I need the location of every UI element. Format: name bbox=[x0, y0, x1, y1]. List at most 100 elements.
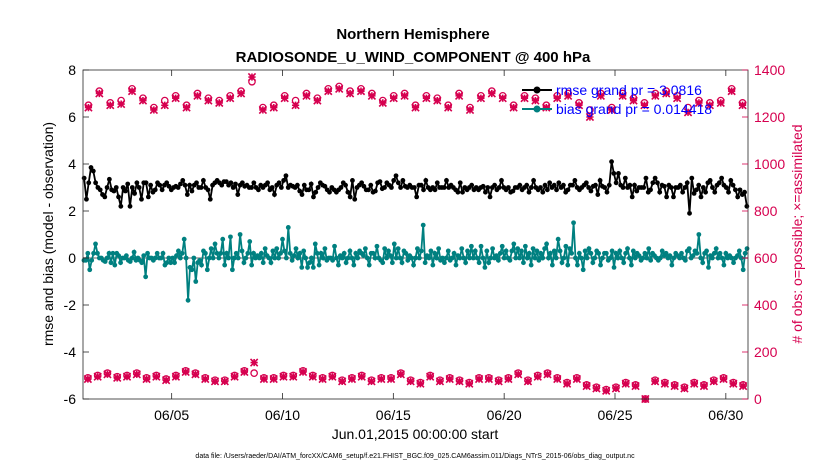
rmse-point bbox=[359, 180, 365, 186]
rmse-point bbox=[361, 183, 367, 189]
rmse-point bbox=[728, 178, 734, 183]
bias-point bbox=[463, 260, 469, 266]
bias-point bbox=[686, 246, 692, 252]
obs-assimilated-marker bbox=[683, 108, 693, 117]
obs-assimilated-marker-low bbox=[367, 377, 376, 386]
rmse-point bbox=[256, 187, 261, 193]
rmse-point bbox=[194, 180, 199, 186]
rmse-point bbox=[602, 185, 608, 190]
obs-assimilated-marker bbox=[454, 91, 464, 101]
rmse-point bbox=[547, 180, 553, 186]
obs-assimilated-marker bbox=[215, 98, 224, 108]
bias-point bbox=[312, 241, 318, 247]
rmse-point bbox=[311, 194, 316, 200]
rmse-point bbox=[620, 185, 626, 190]
bias-point bbox=[430, 262, 436, 268]
rmse-point bbox=[609, 159, 614, 165]
rmse-point bbox=[668, 185, 674, 190]
bias-point bbox=[93, 241, 98, 247]
bias-point bbox=[314, 250, 320, 256]
obs-assimilated-marker bbox=[444, 103, 453, 112]
bias-point bbox=[152, 255, 158, 261]
rmse-point bbox=[297, 188, 303, 194]
bias-point bbox=[517, 255, 522, 261]
obs-assimilated-marker-low bbox=[690, 379, 699, 388]
rmse-point bbox=[166, 183, 172, 189]
rmse-point bbox=[677, 182, 683, 188]
rmse-point bbox=[132, 190, 137, 196]
rmse-point bbox=[152, 187, 158, 193]
obs-assimilated-marker bbox=[694, 98, 704, 108]
bias-point bbox=[193, 279, 199, 284]
bias-point bbox=[457, 255, 463, 261]
bias-point bbox=[426, 255, 432, 261]
obs-assimilated-marker-low bbox=[152, 372, 161, 381]
rmse-point bbox=[127, 203, 133, 209]
bias-point bbox=[671, 255, 677, 261]
rmse-point bbox=[136, 185, 142, 190]
bias-point bbox=[700, 260, 706, 266]
bias-point bbox=[307, 260, 312, 266]
rmse-point bbox=[308, 181, 314, 187]
bias-point bbox=[347, 248, 353, 254]
rmse-point bbox=[483, 189, 488, 195]
rmse-point bbox=[223, 179, 229, 185]
bias-point bbox=[542, 246, 548, 252]
bias-point bbox=[202, 250, 208, 256]
rmse-point bbox=[251, 180, 257, 186]
bias-point bbox=[503, 248, 509, 254]
rmse-point bbox=[239, 180, 245, 186]
bias-point bbox=[630, 248, 636, 254]
bias-point bbox=[160, 250, 166, 256]
bias-point bbox=[393, 255, 399, 261]
bias-point bbox=[339, 255, 345, 261]
rmse-point bbox=[139, 196, 144, 202]
obs-assimilated-marker-low bbox=[455, 377, 464, 386]
rmse-point bbox=[561, 182, 566, 188]
rmse-point bbox=[652, 175, 658, 181]
legend-label-rmse: rmse grand pr = 3.0816 bbox=[556, 82, 702, 98]
obs-assimilated-marker bbox=[269, 103, 278, 112]
bias-point bbox=[571, 220, 576, 226]
bias-point bbox=[573, 255, 578, 261]
rmse-point bbox=[616, 171, 621, 176]
rmse-point bbox=[148, 182, 154, 188]
rmse-point bbox=[687, 210, 692, 216]
obs-assimilated-marker-low bbox=[621, 379, 630, 388]
legend-label-bias: bias grand pr = 0.014418 bbox=[556, 101, 712, 117]
rmse-point bbox=[418, 182, 424, 188]
bias-point bbox=[723, 250, 729, 256]
obs-assimilated-marker-low bbox=[289, 372, 298, 381]
bias-point bbox=[561, 255, 567, 261]
obs-assimilated-marker-low bbox=[308, 372, 317, 381]
bias-point bbox=[640, 255, 646, 261]
bias-point bbox=[241, 260, 247, 266]
bias-point bbox=[451, 250, 457, 256]
rmse-point bbox=[737, 187, 743, 193]
bias-point bbox=[380, 260, 386, 266]
rmse-point bbox=[588, 188, 594, 194]
bias-point bbox=[711, 250, 717, 256]
bias-point bbox=[588, 250, 594, 256]
bias-point bbox=[428, 248, 434, 254]
bias-point bbox=[297, 250, 303, 256]
bias-point bbox=[384, 255, 389, 261]
rmse-point bbox=[664, 194, 669, 200]
bias-point bbox=[592, 255, 598, 261]
bias-point bbox=[490, 246, 496, 252]
rmse-point bbox=[382, 185, 387, 190]
bias-point bbox=[632, 255, 638, 261]
rmse-point bbox=[269, 185, 275, 190]
rmse-point bbox=[116, 194, 121, 200]
bias-point bbox=[283, 255, 289, 261]
rmse-point bbox=[622, 175, 628, 181]
rmse-point bbox=[278, 185, 284, 190]
bias-point bbox=[351, 262, 357, 268]
rmse-point bbox=[299, 192, 305, 197]
rmse-point bbox=[694, 187, 699, 193]
rmse-point bbox=[444, 178, 449, 183]
obs-assimilated-marker-low bbox=[611, 384, 621, 393]
bias-point bbox=[582, 248, 588, 254]
bias-point bbox=[85, 250, 91, 256]
